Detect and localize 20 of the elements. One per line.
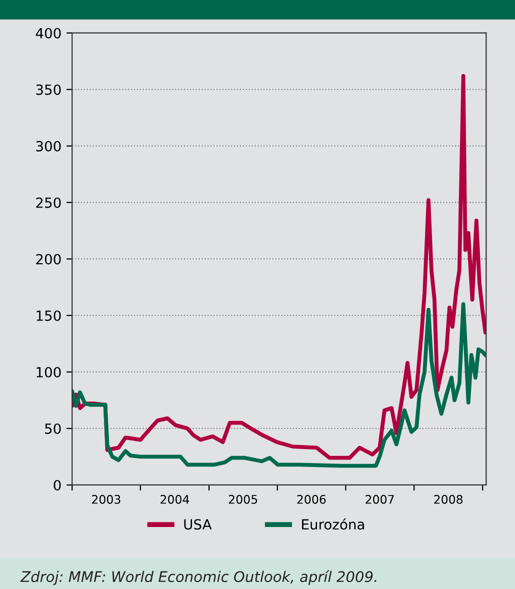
- y-tick-label: 200: [36, 254, 61, 264]
- x-tick-label: 2005: [228, 494, 258, 504]
- y-tick-label: 350: [36, 84, 61, 95]
- y-tick-label: 250: [36, 197, 61, 208]
- y-tick-label: 400: [36, 28, 61, 38]
- text: Zdroj: MMF: World Economic Outlook, apríl 2009.: [20, 570, 376, 585]
- x-tick-label: 2007: [366, 494, 394, 504]
- y-tick-label: 50: [45, 423, 61, 434]
- y-tick-label: 100: [36, 366, 61, 378]
- line-series: [72, 74, 486, 460]
- x-tick-label: 2004: [160, 494, 190, 504]
- y-tick-label: 150: [36, 310, 61, 321]
- y-tick-label: 0: [54, 480, 61, 490]
- line-series: [72, 302, 486, 468]
- x-tick-label: 2006: [297, 494, 326, 504]
- legend-label: USA: [184, 519, 212, 530]
- y-tick-label: 300: [36, 140, 61, 152]
- x-tick-label: 2003: [92, 494, 120, 504]
- legend-label: Eurozóna: [302, 518, 364, 530]
- x-tick-label: 2008: [434, 494, 463, 504]
